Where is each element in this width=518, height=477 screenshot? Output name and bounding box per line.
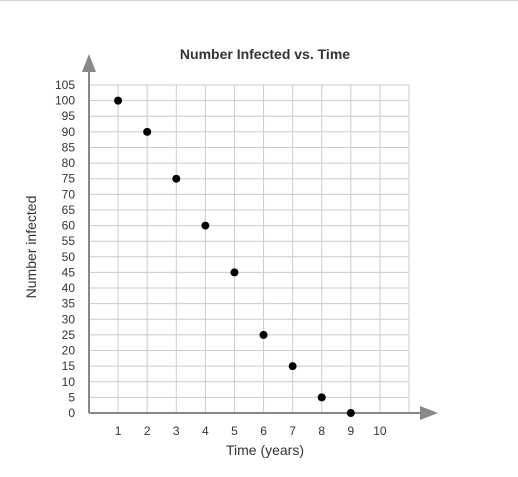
y-tick-label: 75: [62, 172, 76, 186]
data-point: [230, 268, 239, 277]
y-tick-label: 10: [62, 375, 76, 389]
y-tick-label: 55: [62, 234, 76, 248]
data-point: [346, 409, 355, 417]
axes: [82, 54, 438, 420]
y-tick-label: 0: [68, 406, 75, 420]
y-tick-label: 60: [62, 219, 76, 233]
x-tick-labels: 1 2 3 4 5 6 7 8 9 10: [115, 424, 387, 438]
x-axis-arrow-icon: [420, 406, 438, 420]
y-tick-label: 70: [62, 187, 76, 201]
x-tick-label: 4: [202, 424, 209, 438]
y-tick-label: 80: [62, 156, 76, 170]
y-tick-labels: 0510152025303540455055606570758085909510…: [55, 78, 75, 420]
x-tick-label: 2: [144, 424, 151, 438]
y-tick-label: 30: [62, 312, 76, 326]
chart-title: Number Infected vs. Time: [180, 46, 350, 62]
x-axis-title: Time (years): [226, 442, 304, 458]
y-tick-label: 40: [62, 281, 76, 295]
data-point: [317, 393, 326, 402]
y-axis-arrow-icon: [82, 54, 96, 72]
y-tick-label: 100: [55, 94, 75, 108]
data-point: [172, 174, 181, 183]
data-point: [143, 127, 152, 136]
y-tick-label: 95: [62, 109, 76, 123]
x-tick-label: 3: [173, 424, 180, 438]
x-tick-label: 10: [373, 424, 387, 438]
y-tick-label: 85: [62, 140, 76, 154]
y-tick-label: 45: [62, 265, 76, 279]
y-tick-label: 5: [68, 390, 75, 404]
y-tick-label: 50: [62, 250, 76, 264]
y-tick-label: 90: [62, 125, 76, 139]
top-divider: [0, 0, 518, 1]
data-point: [259, 330, 268, 339]
x-tick-label: 1: [115, 424, 122, 438]
y-tick-label: 15: [62, 359, 76, 373]
grid: [89, 84, 410, 413]
y-tick-label: 65: [62, 203, 76, 217]
data-point: [288, 362, 297, 371]
data-points: [114, 96, 355, 417]
x-tick-label: 5: [231, 424, 238, 438]
x-tick-label: 6: [260, 424, 267, 438]
x-tick-label: 8: [318, 424, 325, 438]
x-tick-label: 9: [347, 424, 354, 438]
y-tick-label: 20: [62, 344, 76, 358]
y-tick-label: 105: [55, 78, 75, 92]
data-point: [114, 96, 123, 105]
y-tick-label: 35: [62, 297, 76, 311]
y-axis-title: Number infected: [23, 196, 39, 299]
y-tick-label: 25: [62, 328, 76, 342]
data-point: [201, 221, 210, 230]
x-tick-label: 7: [289, 424, 296, 438]
